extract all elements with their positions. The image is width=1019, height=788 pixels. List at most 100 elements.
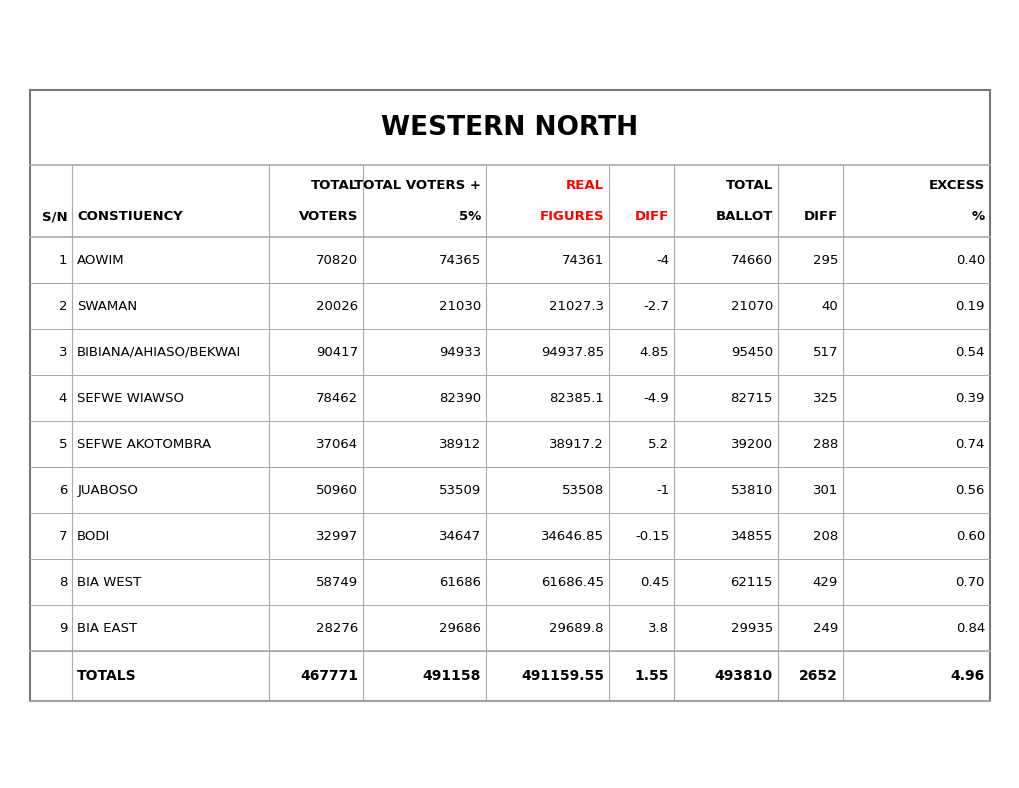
Text: DIFF: DIFF	[803, 210, 838, 223]
Text: 295: 295	[812, 254, 838, 266]
Text: 28276: 28276	[316, 622, 358, 634]
Text: 29689.8: 29689.8	[549, 622, 603, 634]
Text: FIGURES: FIGURES	[539, 210, 603, 223]
Text: 82715: 82715	[730, 392, 772, 404]
Text: 34647: 34647	[438, 530, 481, 542]
Bar	[30, 90, 989, 701]
Text: 21070: 21070	[730, 299, 772, 313]
Text: 37064: 37064	[316, 437, 358, 451]
Text: 4.85: 4.85	[639, 345, 668, 359]
Text: TOTAL VOTERS +: TOTAL VOTERS +	[354, 179, 481, 191]
Text: 4.96: 4.96	[950, 669, 984, 683]
Text: 491158: 491158	[422, 669, 481, 683]
Text: 78462: 78462	[316, 392, 358, 404]
Text: 20026: 20026	[316, 299, 358, 313]
Text: WESTERN NORTH: WESTERN NORTH	[381, 114, 638, 140]
Text: 0.40: 0.40	[955, 254, 984, 266]
Text: CONSTIUENCY: CONSTIUENCY	[77, 210, 182, 223]
Text: 61686: 61686	[438, 575, 481, 589]
Text: SEFWE AKOTOMBRA: SEFWE AKOTOMBRA	[77, 437, 211, 451]
Text: 9: 9	[59, 622, 67, 634]
Text: 90417: 90417	[316, 345, 358, 359]
Text: 34646.85: 34646.85	[540, 530, 603, 542]
Text: BALLOT: BALLOT	[715, 210, 772, 223]
Text: 21027.3: 21027.3	[548, 299, 603, 313]
Text: 5: 5	[59, 437, 67, 451]
Text: 74361: 74361	[561, 254, 603, 266]
Text: 325: 325	[812, 392, 838, 404]
Text: SEFWE WIAWSO: SEFWE WIAWSO	[77, 392, 184, 404]
Text: REAL: REAL	[566, 179, 603, 191]
Text: 517: 517	[812, 345, 838, 359]
Text: 70820: 70820	[316, 254, 358, 266]
Text: 53810: 53810	[730, 484, 772, 496]
Text: 3.8: 3.8	[647, 622, 668, 634]
Text: 0.84: 0.84	[955, 622, 984, 634]
Text: 82385.1: 82385.1	[548, 392, 603, 404]
Text: 61686.45: 61686.45	[540, 575, 603, 589]
Text: 3: 3	[59, 345, 67, 359]
Text: -4: -4	[655, 254, 668, 266]
Text: 5%: 5%	[459, 210, 481, 223]
Text: AOWIM: AOWIM	[77, 254, 124, 266]
Text: 5.2: 5.2	[647, 437, 668, 451]
Text: 8: 8	[59, 575, 67, 589]
Text: TOTAL: TOTAL	[725, 179, 772, 191]
Text: 4: 4	[59, 392, 67, 404]
Text: 2652: 2652	[799, 669, 838, 683]
Text: 0.60: 0.60	[955, 530, 984, 542]
Text: 0.74: 0.74	[955, 437, 984, 451]
Text: BIBIANA/AHIASO/BEKWAI: BIBIANA/AHIASO/BEKWAI	[77, 345, 242, 359]
Text: VOTERS: VOTERS	[299, 210, 358, 223]
Text: TOTAL: TOTAL	[311, 179, 358, 191]
Text: BODI: BODI	[77, 530, 110, 542]
Text: 1.55: 1.55	[634, 669, 668, 683]
Text: 82390: 82390	[438, 392, 481, 404]
Text: 429: 429	[812, 575, 838, 589]
Text: 53508: 53508	[561, 484, 603, 496]
Text: BIA EAST: BIA EAST	[77, 622, 138, 634]
Text: 94933: 94933	[438, 345, 481, 359]
Text: 6: 6	[59, 484, 67, 496]
Text: 32997: 32997	[316, 530, 358, 542]
Text: 208: 208	[812, 530, 838, 542]
Text: EXCESS: EXCESS	[928, 179, 984, 191]
Text: 53509: 53509	[438, 484, 481, 496]
Text: 58749: 58749	[316, 575, 358, 589]
Text: -4.9: -4.9	[643, 392, 668, 404]
Text: 21030: 21030	[438, 299, 481, 313]
Text: 1: 1	[59, 254, 67, 266]
Text: 0.54: 0.54	[955, 345, 984, 359]
Text: 34855: 34855	[730, 530, 772, 542]
Text: 491159.55: 491159.55	[521, 669, 603, 683]
Text: -2.7: -2.7	[643, 299, 668, 313]
Text: 301: 301	[812, 484, 838, 496]
Text: 39200: 39200	[730, 437, 772, 451]
Text: %: %	[971, 210, 984, 223]
Text: 493810: 493810	[714, 669, 772, 683]
Text: 50960: 50960	[316, 484, 358, 496]
Text: 40: 40	[820, 299, 838, 313]
Text: 2: 2	[59, 299, 67, 313]
Text: 0.19: 0.19	[955, 299, 984, 313]
Text: 0.45: 0.45	[639, 575, 668, 589]
Text: 0.70: 0.70	[955, 575, 984, 589]
Text: -1: -1	[655, 484, 668, 496]
Text: 29686: 29686	[438, 622, 481, 634]
Text: 467771: 467771	[300, 669, 358, 683]
Text: 38912: 38912	[438, 437, 481, 451]
Text: 288: 288	[812, 437, 838, 451]
Text: BIA WEST: BIA WEST	[77, 575, 142, 589]
Text: TOTALS: TOTALS	[77, 669, 137, 683]
Text: S/N: S/N	[42, 210, 67, 223]
Text: DIFF: DIFF	[634, 210, 668, 223]
Text: SWAMAN: SWAMAN	[77, 299, 138, 313]
Text: 74365: 74365	[438, 254, 481, 266]
Text: 74660: 74660	[731, 254, 772, 266]
Text: 94937.85: 94937.85	[540, 345, 603, 359]
Text: 29935: 29935	[730, 622, 772, 634]
Text: 7: 7	[59, 530, 67, 542]
Text: 0.56: 0.56	[955, 484, 984, 496]
Text: 249: 249	[812, 622, 838, 634]
Text: 62115: 62115	[730, 575, 772, 589]
